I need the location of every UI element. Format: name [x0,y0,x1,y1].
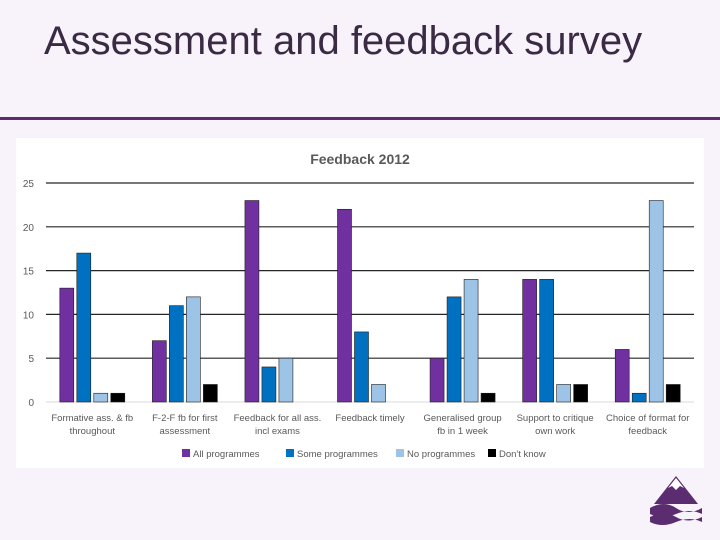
bar [556,384,571,403]
bar [539,279,554,403]
chart-container: Feedback 2012 0 5 10 15 20 25 Formative ass. &… [16,138,704,468]
bar [614,349,630,403]
y-tick-label: 15 [23,267,35,278]
bar [480,392,496,403]
bar [371,384,386,403]
legend-label: Don't know [499,449,546,460]
bar [278,357,294,403]
bar [110,392,126,403]
x-tick-label: feedback [628,426,667,437]
legend-swatch [488,449,496,457]
bar [186,296,201,403]
x-tick-label: F-2-F fb for first [152,413,218,424]
chart-title: Feedback 2012 [310,151,410,167]
legend-label: No programmes [407,449,475,460]
y-tick-label: 20 [23,223,35,234]
legend-label: Some programmes [297,449,378,460]
legend-label: All programmes [193,449,260,460]
bar [429,357,445,403]
x-tick-label: Choice of format for [606,413,689,424]
y-tick-label: 0 [28,398,34,409]
x-tick-label: own work [535,426,575,437]
x-tick-label: Generalised group [423,413,501,424]
x-tick-label: Feedback for all ass. [234,413,322,424]
bar [93,392,109,403]
legend-swatch [396,449,404,457]
legend-swatch [286,449,294,457]
bar [631,392,647,403]
bar [337,208,352,403]
bar [648,200,664,403]
x-tick-label: fb in 1 week [437,426,488,437]
bar [203,384,218,403]
bar [152,340,167,403]
y-tick-label: 10 [23,310,35,321]
bar [522,279,537,403]
x-tick-label: Support to critique [517,413,594,424]
bar [261,366,277,403]
bar [573,384,588,403]
legend-swatch [182,449,190,457]
feedback-bar-chart: Feedback 2012 0 5 10 15 20 25 Formative ass. &… [23,151,694,460]
x-tick-label: Feedback timely [335,413,404,424]
bar [446,296,462,403]
x-tick-label: throughout [70,426,116,437]
bar [169,305,184,403]
title-rule [0,117,720,120]
x-tick-label: Formative ass. & fb [51,413,133,424]
bar [463,279,479,403]
y-tick-label: 25 [23,179,35,190]
slide-title: Assessment and feedback survey [44,19,643,63]
bar [76,252,92,403]
bar [354,331,369,403]
bar [244,200,260,403]
bar [59,287,75,403]
x-tick-label: assessment [160,426,211,437]
mountain-wave-logo-icon [650,476,702,525]
bar [665,384,681,403]
x-tick-label: incl exams [255,426,300,437]
y-tick-label: 5 [28,354,34,365]
